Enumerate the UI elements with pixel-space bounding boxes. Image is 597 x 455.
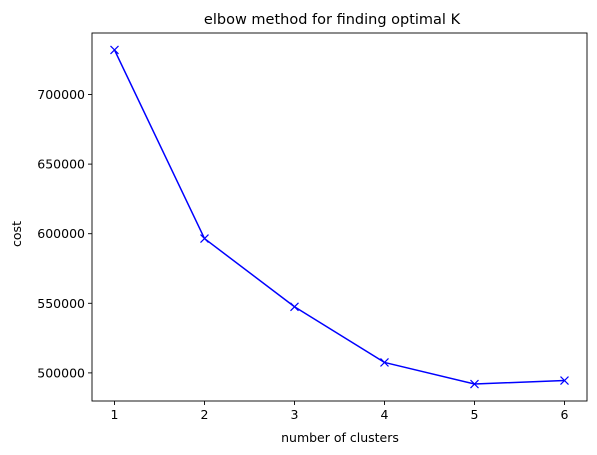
y-axis-label: cost: [9, 221, 24, 247]
x-tick-label-4: 5: [471, 407, 479, 422]
data-point-5: [560, 376, 569, 385]
plot-area: 1 2 3 4 5 6 500000 550000 600000 650000 700000: [37, 32, 588, 422]
y-tick-label-2: 600000: [37, 226, 85, 241]
data-point-0: [110, 45, 119, 55]
data-point-1: [200, 234, 209, 243]
y-tick-label-1: 550000: [37, 296, 85, 311]
data-point-2: [290, 302, 299, 312]
y-tick-label-3: 650000: [37, 157, 85, 172]
chart-title: elbow method for finding optimal K: [204, 12, 461, 28]
y-tick-label-4: 700000: [37, 87, 85, 102]
x-tick-label-1: 2: [201, 407, 209, 422]
x-axis-label: number of clusters: [281, 430, 399, 445]
x-tick-label-3: 4: [381, 407, 389, 422]
x-tick-label-5: 6: [561, 407, 569, 422]
series-line-0: [113, 49, 565, 385]
plot-frame: [91, 32, 588, 402]
x-tick-label-0: 1: [111, 407, 119, 422]
y-tick-label-0: 500000: [37, 365, 85, 380]
data-point-3: [380, 358, 389, 367]
data-point-4: [470, 379, 479, 389]
x-tick-label-2: 3: [291, 407, 299, 422]
